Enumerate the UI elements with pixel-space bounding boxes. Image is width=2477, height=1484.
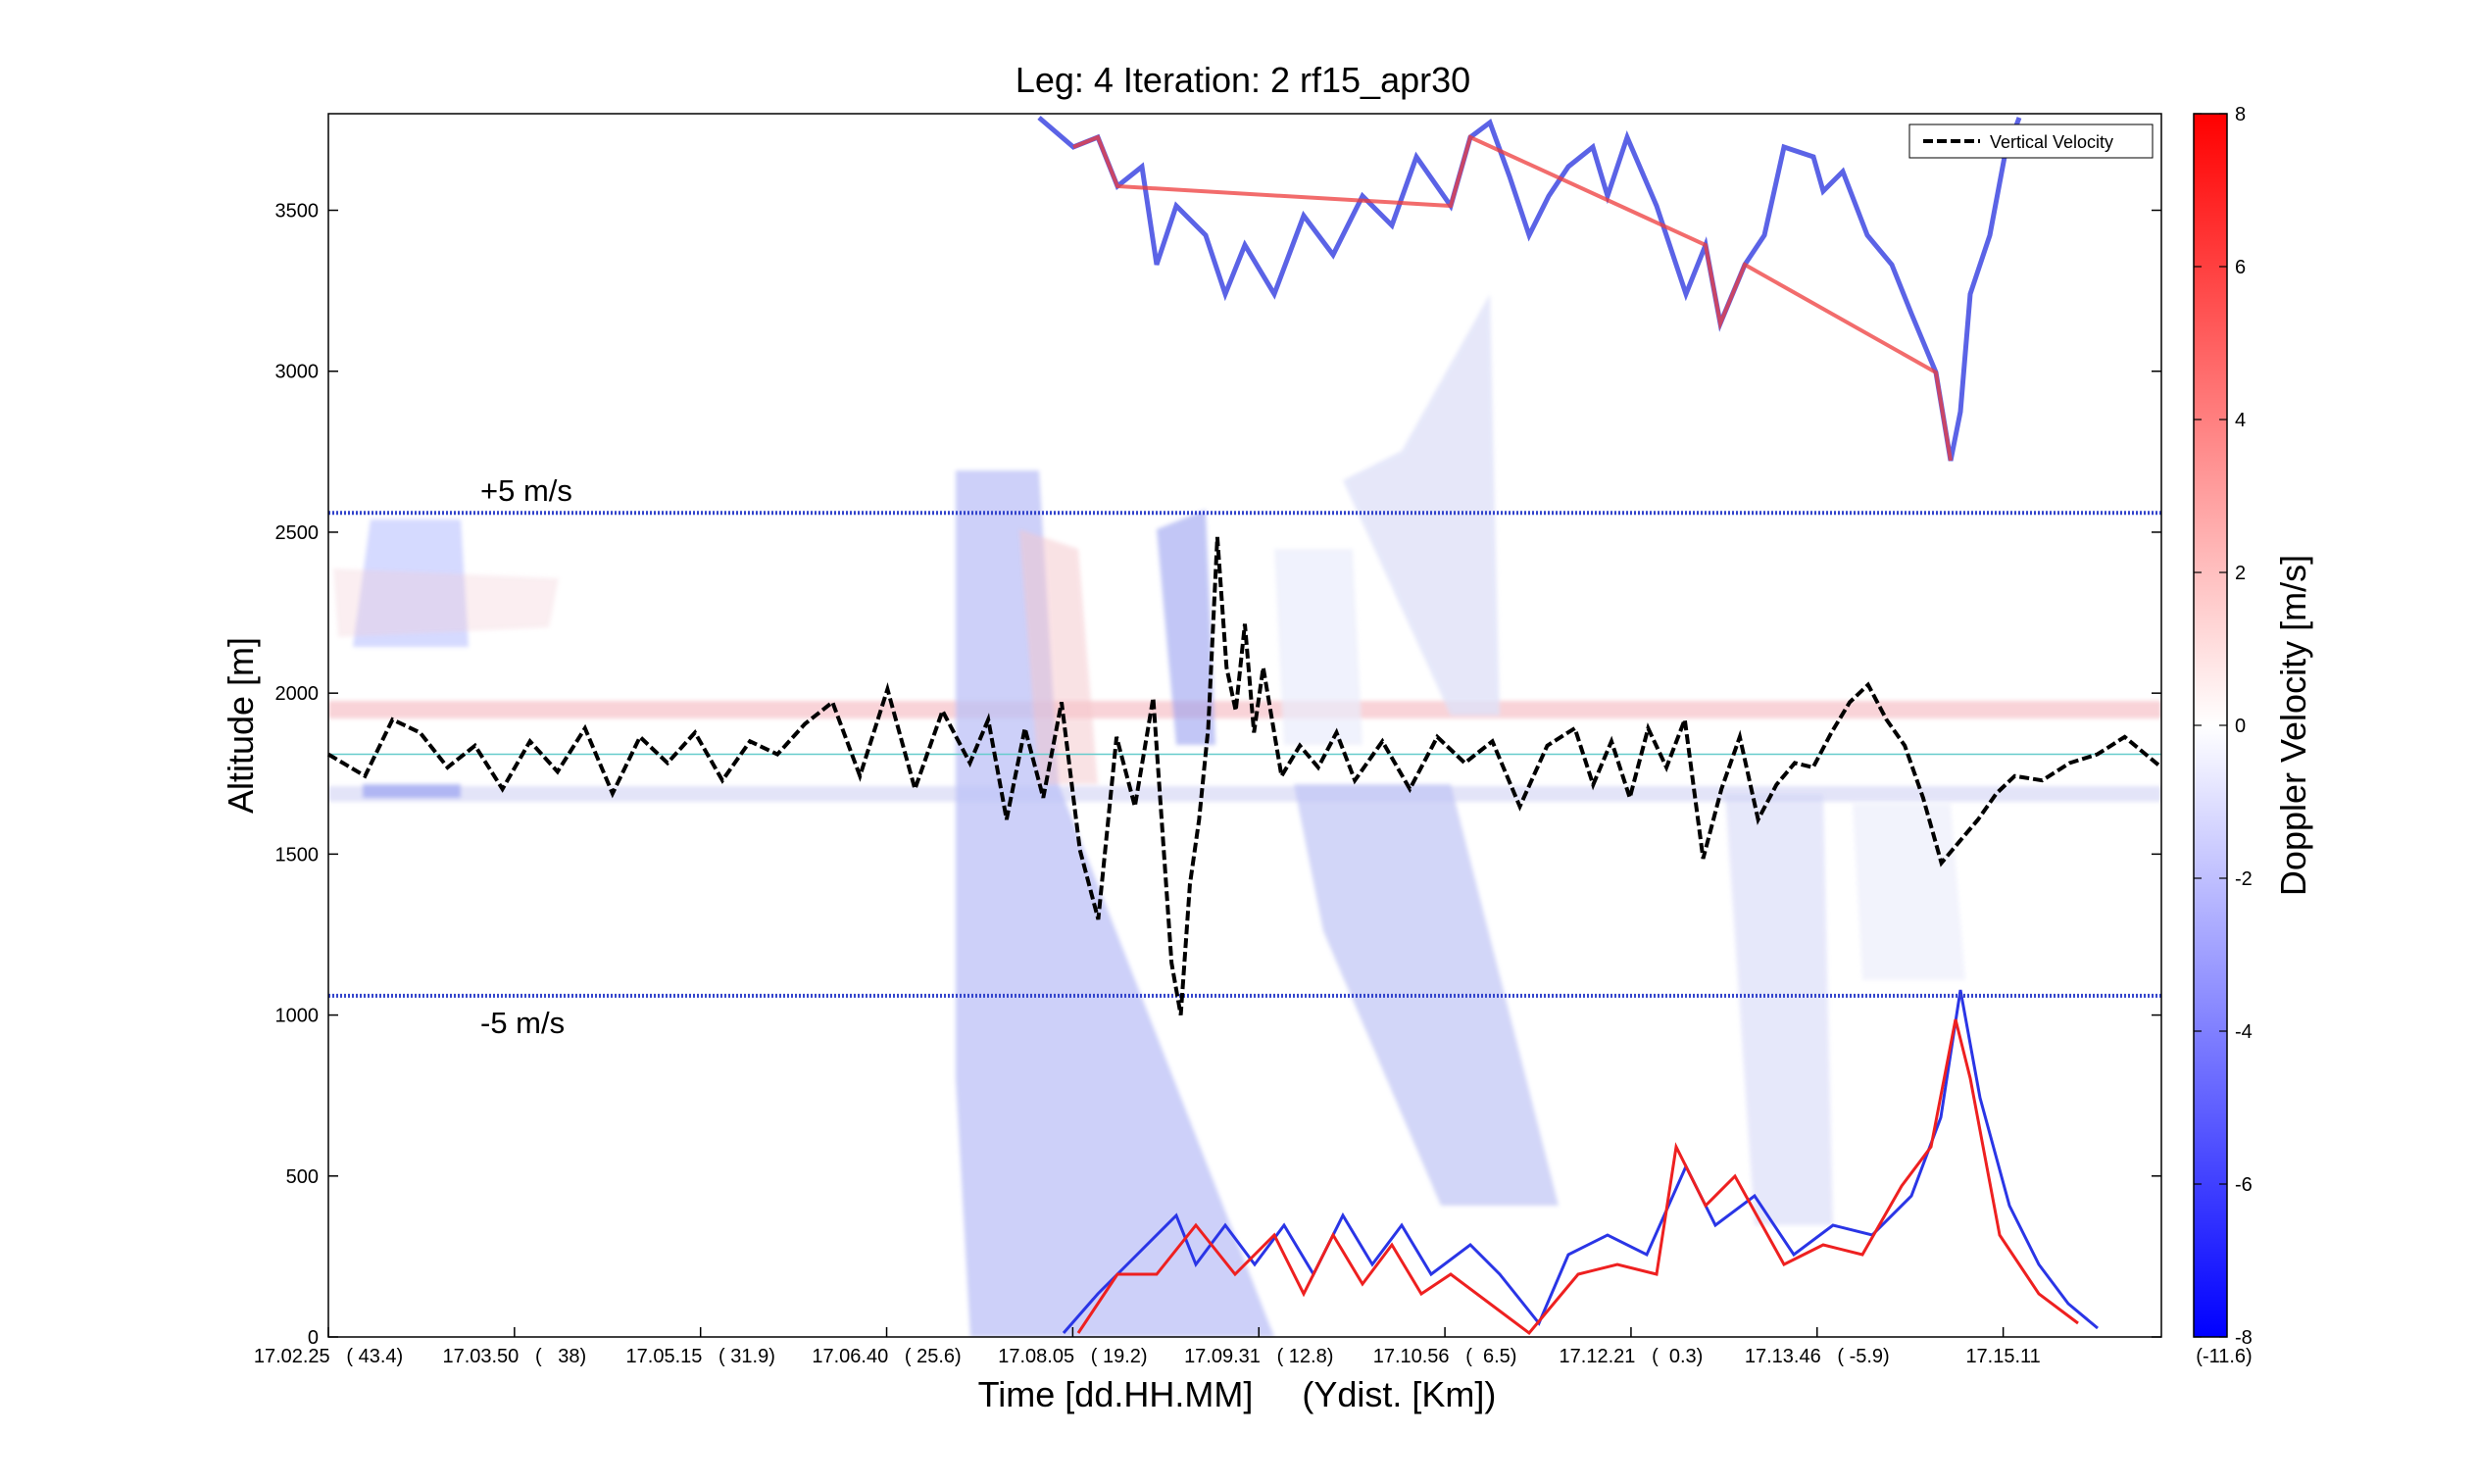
echo-shaft <box>1019 529 1098 784</box>
colorbar: -8 -6 -4 -2 0 2 4 6 8 Doppler Velocity [m/s] <box>2193 104 2313 1349</box>
legend-box <box>1908 124 2154 159</box>
colorbar-tick-label: 8 <box>2235 104 2246 125</box>
vertical-velocity-line <box>326 536 2163 1015</box>
colorbar-tick-label: 4 <box>2235 410 2246 431</box>
echo-patch <box>333 569 559 637</box>
colorbar-tick-label: 2 <box>2235 563 2246 584</box>
y-tick-label: 1000 <box>275 1006 320 1027</box>
echo-shaft <box>1853 804 1965 980</box>
colorbar-ticks: -8 -6 -4 -2 0 2 4 6 8 <box>2194 104 2253 1349</box>
x-tick-label: 17.02.25 ( 43.4) <box>254 1346 403 1367</box>
x-tick-label: 17.06.40 ( 25.6) <box>812 1346 961 1367</box>
echo-trace-lower-red <box>1076 1018 2079 1336</box>
x-tick-label: 17.05.15 ( 31.9) <box>626 1346 775 1367</box>
y-axis: 0 500 1000 1500 2000 2500 3000 3500 <box>275 201 2161 1349</box>
y-tick-label: 2500 <box>275 522 320 544</box>
echo-band-upper <box>328 701 2161 718</box>
x-tick-label: (-11.6) <box>2196 1346 2252 1367</box>
x-tick-label: 17.12.21 ( 0.3) <box>1560 1346 1704 1367</box>
echo-shaft <box>1274 549 1362 745</box>
plus-5-label: +5 m/s <box>480 473 572 508</box>
y-tick-label: 3500 <box>275 201 320 223</box>
legend: Vertical Velocity <box>1908 124 2154 159</box>
chart-title: Leg: 4 Iteration: 2 rf15_apr30 <box>1016 60 1470 100</box>
echo-band-lower-left <box>363 784 461 798</box>
x-axis-label: Time [dd.HH.MM] (Ydist. [Km]) <box>978 1374 1497 1414</box>
doppler-echo-field <box>328 116 2161 1337</box>
x-tick-label: 17.09.31 ( 12.8) <box>1184 1346 1333 1367</box>
y-tick-label: 500 <box>286 1166 319 1188</box>
x-tick-label: 17.15.11 <box>1965 1346 2040 1367</box>
y-tick-label: 0 <box>308 1327 319 1349</box>
x-axis: 17.02.25 ( 43.4) 17.03.50 ( 38) 17.05.15 (… <box>254 1327 2253 1367</box>
minus-5-label: -5 m/s <box>480 1006 565 1040</box>
echo-shaft <box>1157 510 1215 745</box>
y-axis-label: Altitude [m] <box>221 637 261 814</box>
y-tick-label: 3000 <box>275 362 320 383</box>
echo-shaft <box>1343 294 1500 716</box>
colorbar-tick-label: -6 <box>2235 1174 2253 1196</box>
plot-background <box>328 114 2161 1337</box>
legend-entry-vertical-velocity: Vertical Velocity <box>1990 132 2113 152</box>
x-tick-label: 17.03.50 ( 38) <box>442 1346 586 1367</box>
y-tick-label: 1500 <box>275 844 320 866</box>
colorbar-tick-label: -4 <box>2235 1021 2253 1043</box>
colorbar-tick-label: 0 <box>2235 716 2246 737</box>
echo-band-lower <box>328 786 2161 802</box>
x-tick-label: 17.08.05 ( 19.2) <box>998 1346 1147 1367</box>
colorbar-tick-label: -8 <box>2235 1327 2253 1349</box>
plot-frame <box>327 113 2162 1338</box>
x-tick-label: 17.10.56 ( 6.5) <box>1373 1346 1517 1367</box>
y-tick-label: 2000 <box>275 683 320 705</box>
colorbar-tick-label: -2 <box>2235 868 2253 890</box>
echo-trace-upper <box>1037 116 2022 462</box>
x-tick-label: 17.13.46 ( -5.9) <box>1745 1346 1890 1367</box>
echo-trace-upper-red <box>1072 134 1953 462</box>
colorbar-tick-label: 6 <box>2235 257 2246 278</box>
echo-shaft <box>1725 794 1833 1225</box>
colorbar-label: Doppler Velocity [m/s] <box>2273 555 2313 896</box>
